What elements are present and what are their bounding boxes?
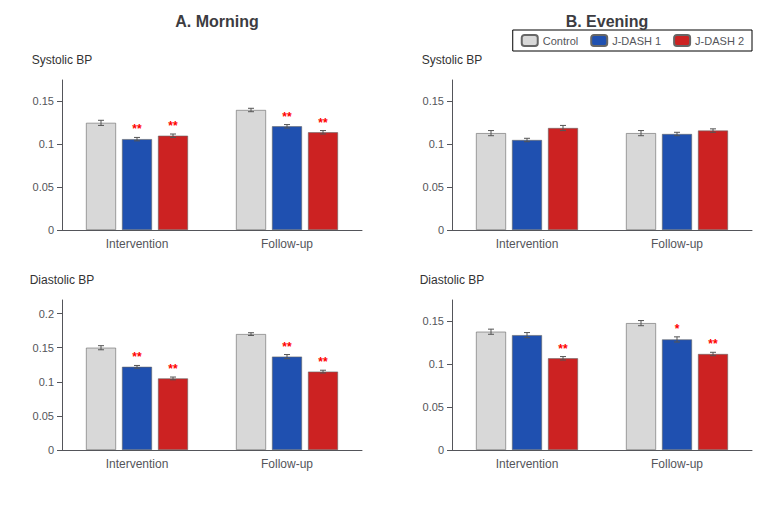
svg-text:A. Morning: A. Morning [175,13,259,30]
svg-text:0: 0 [438,224,444,236]
svg-text:**: ** [282,340,292,354]
svg-text:**: ** [282,110,292,124]
svg-text:0.15: 0.15 [423,315,444,327]
svg-text:0.05: 0.05 [423,181,444,193]
svg-text:0: 0 [48,444,54,456]
svg-text:0.1: 0.1 [39,138,54,150]
svg-text:J-DASH 2: J-DASH 2 [695,35,744,47]
svg-text:Intervention: Intervention [496,237,559,251]
svg-text:**: ** [318,355,328,369]
svg-text:Follow-up: Follow-up [261,457,313,471]
svg-text:Intervention: Intervention [496,457,559,471]
svg-text:0.15: 0.15 [33,95,54,107]
svg-text:0.1: 0.1 [39,376,54,388]
svg-text:0.05: 0.05 [33,181,54,193]
svg-text:*: * [675,322,680,336]
svg-text:**: ** [132,350,142,364]
svg-text:**: ** [708,337,718,351]
svg-text:0.1: 0.1 [429,138,444,150]
svg-text:**: ** [168,119,178,133]
svg-text:0: 0 [438,444,444,456]
svg-text:0.05: 0.05 [33,410,54,422]
svg-text:0.2: 0.2 [39,308,54,320]
svg-text:Follow-up: Follow-up [261,237,313,251]
svg-text:Follow-up: Follow-up [651,237,703,251]
svg-text:Intervention: Intervention [106,237,169,251]
svg-text:0: 0 [48,224,54,236]
svg-text:Diastolic BP: Diastolic BP [420,273,485,287]
svg-text:B. Evening: B. Evening [566,13,649,30]
svg-text:**: ** [132,122,142,136]
svg-text:Systolic BP: Systolic BP [32,53,93,67]
svg-text:Intervention: Intervention [106,457,169,471]
svg-text:0.05: 0.05 [423,401,444,413]
svg-text:J-DASH 1: J-DASH 1 [612,35,661,47]
svg-text:**: ** [558,342,568,356]
svg-text:Diastolic BP: Diastolic BP [30,273,95,287]
svg-text:0.15: 0.15 [33,342,54,354]
svg-text:**: ** [318,116,328,130]
svg-text:0.15: 0.15 [423,95,444,107]
svg-text:Systolic BP: Systolic BP [422,53,483,67]
svg-text:Follow-up: Follow-up [651,457,703,471]
svg-text:**: ** [168,362,178,376]
svg-text:0.1: 0.1 [429,358,444,370]
svg-text:Control: Control [543,35,578,47]
